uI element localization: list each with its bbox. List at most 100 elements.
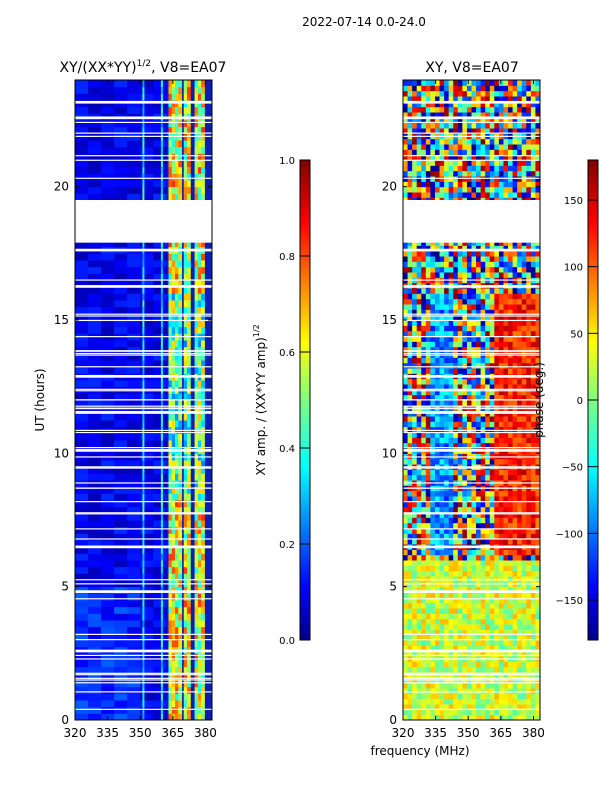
amplitude-cell: [160, 313, 163, 321]
phase-cell: [526, 298, 532, 305]
phase-cell: [439, 704, 445, 710]
amplitude-cell: [127, 640, 141, 648]
phase-cell: [407, 704, 413, 710]
phase-cell: [476, 416, 482, 422]
phase-cell: [412, 266, 418, 273]
amplitude-cell: [194, 613, 199, 621]
phase-cell: [457, 192, 463, 198]
phase-cell: [444, 368, 450, 374]
amplitude-cell: [168, 353, 173, 361]
phase-cell: [416, 682, 422, 689]
amplitude-cell: [101, 620, 115, 628]
phase-cell: [489, 469, 495, 476]
phase-cell: [466, 330, 473, 337]
phase-cell: [535, 698, 540, 705]
phase-cell: [462, 554, 468, 561]
amplitude-cell: [168, 400, 173, 408]
amplitude-cell: [88, 606, 102, 614]
amplitude-cell: [160, 393, 163, 401]
amplitude-cell: [178, 293, 183, 301]
amplitude-cell: [183, 86, 188, 94]
phase-cell: [453, 368, 459, 374]
amplitude-cell: [178, 573, 183, 581]
phase-cell: [508, 304, 514, 310]
phase-cell: [448, 554, 454, 561]
phase-cell: [498, 490, 505, 497]
phase-cell: [489, 314, 495, 321]
amplitude-cell: [201, 326, 205, 334]
phase-cell: [489, 650, 495, 657]
phase-cell: [485, 442, 491, 449]
amplitude-cell: [194, 320, 199, 328]
phase-cell: [480, 170, 486, 177]
amplitude-cell: [127, 173, 141, 181]
phase-cell: [517, 426, 523, 433]
amplitude-cell: [168, 273, 173, 281]
phase-cell: [462, 368, 468, 374]
phase-cell: [457, 330, 463, 337]
amplitude-cell: [201, 686, 205, 694]
amplitude-cell: [183, 320, 188, 328]
phase-cell: [434, 432, 441, 438]
amplitude-cell: [114, 686, 128, 694]
phase-cell: [444, 709, 450, 716]
phase-cell: [517, 624, 523, 630]
phase-cell: [503, 384, 509, 390]
phase-cell: [403, 704, 409, 710]
amplitude-cell: [88, 400, 102, 408]
amplitude-cell: [178, 626, 183, 634]
amplitude-cell: [197, 306, 202, 314]
amplitude-cell: [142, 166, 145, 174]
phase-cell: [517, 330, 523, 337]
phase-cell: [403, 400, 409, 406]
phase-cell: [471, 176, 477, 182]
phase-cell: [503, 496, 509, 502]
amplitude-cell: [178, 166, 183, 174]
phase-cell: [530, 384, 537, 390]
phase-cell: [430, 693, 436, 700]
phase-cell: [421, 368, 427, 374]
phase-cell: [457, 384, 463, 390]
phase-cell: [439, 176, 445, 182]
phase-cell: [466, 698, 473, 705]
phase-cell: [485, 501, 491, 508]
phase-cell: [416, 645, 422, 652]
amplitude-cell: [175, 106, 179, 114]
amplitude-cell: [142, 606, 145, 614]
phase-cell: [448, 341, 454, 348]
phase-cell: [498, 602, 505, 609]
amplitude-cell: [168, 560, 173, 568]
phase-cell: [508, 325, 514, 332]
phase-cell: [444, 613, 450, 620]
phase-cell: [526, 682, 532, 689]
amplitude-cell: [171, 480, 176, 488]
phase-cell: [421, 666, 427, 673]
amplitude-cell: [127, 193, 141, 201]
phase-cell: [421, 192, 427, 198]
amplitude-cell: [194, 486, 199, 494]
phase-cell: [434, 597, 441, 604]
phase-cell: [485, 629, 491, 636]
phase-cell: [425, 522, 431, 529]
amplitude-cell: [171, 533, 176, 541]
phase-cell: [457, 256, 463, 262]
phase-cell: [521, 320, 527, 326]
amplitude-cell: [114, 306, 128, 314]
phase-cell: [480, 640, 486, 646]
phase-cell: [416, 458, 422, 465]
phase-cell: [421, 618, 427, 625]
amplitude-cell: [194, 680, 199, 688]
amplitude-cell: [186, 480, 191, 488]
phase-cell: [466, 250, 473, 257]
phase-cell: [471, 506, 477, 513]
phase-cell: [462, 576, 468, 582]
phase-cell: [425, 474, 431, 481]
amplitude-cell: [186, 506, 191, 514]
phase-cell: [434, 394, 441, 401]
phase-cell: [503, 634, 509, 641]
amplitude-cell: [201, 600, 205, 608]
phase-cell: [444, 266, 450, 273]
phase-cell: [430, 389, 436, 396]
phase-cell: [494, 592, 500, 598]
amplitude-cell: [142, 486, 145, 494]
